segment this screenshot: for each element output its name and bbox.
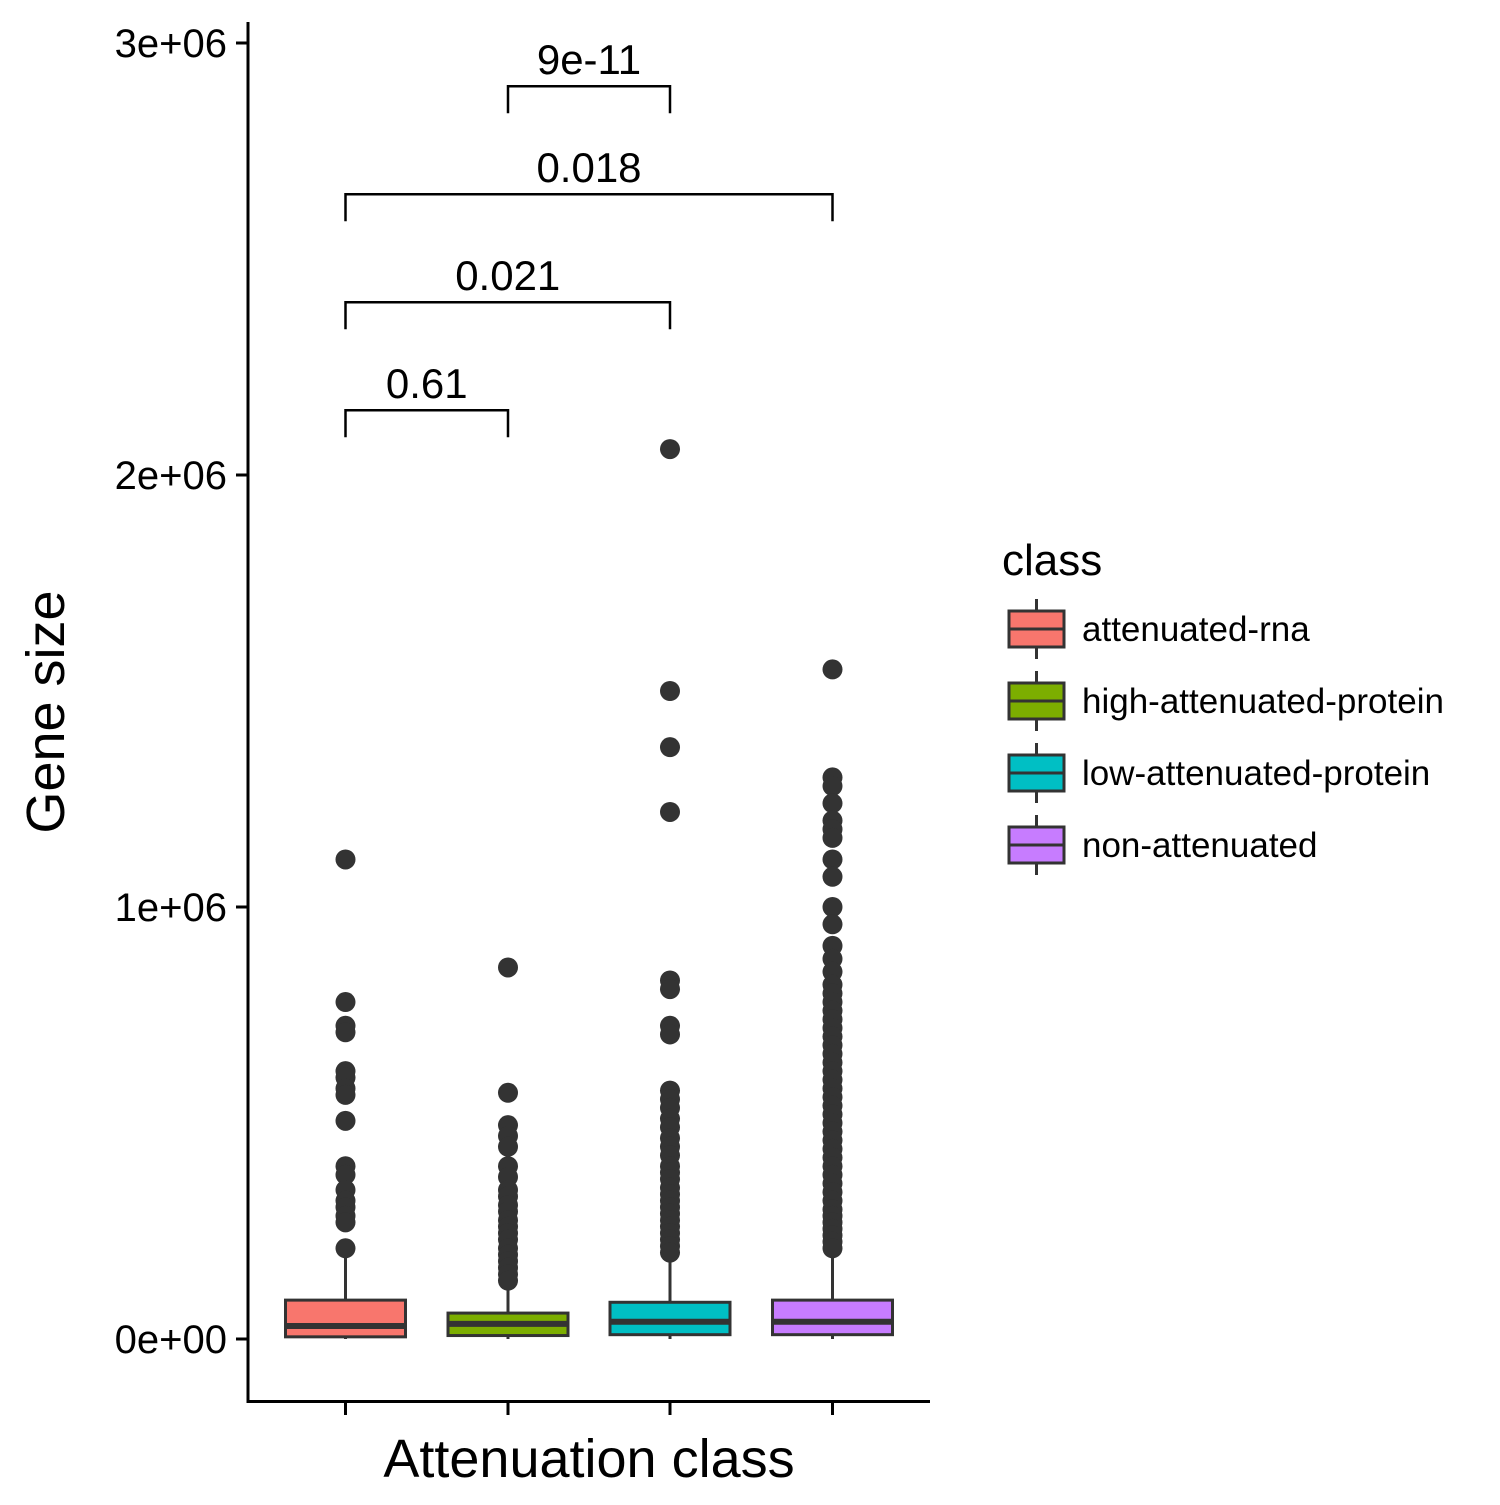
outlier-point xyxy=(822,776,843,797)
y-tick-label: 3e+06 xyxy=(115,22,227,66)
comparison-bracket: 9e-11 xyxy=(506,36,672,114)
p-value-label: 0.018 xyxy=(536,144,641,191)
box-group-low-attenuated-protein xyxy=(608,439,732,1339)
legend-label: low-attenuated-protein xyxy=(1082,754,1430,793)
x-axis-title: Attenuation class xyxy=(383,1429,794,1489)
p-value-label: 0.61 xyxy=(386,360,468,407)
comparison-bracket: 0.021 xyxy=(344,252,672,330)
box-group-non-attenuated xyxy=(771,659,894,1339)
outlier-point xyxy=(498,1136,518,1157)
axes: 0e+00 1e+06 2e+06 3e+06 xyxy=(115,22,930,1415)
legend-item-attenuated-rna: attenuated-rna xyxy=(1007,599,1310,659)
outlier-point xyxy=(660,439,680,460)
outlier-point xyxy=(335,1164,356,1185)
outlier-point xyxy=(822,1238,843,1259)
outlier-point xyxy=(335,992,356,1013)
outlier-point xyxy=(335,1110,356,1131)
outlier-point xyxy=(822,827,843,848)
outlier-point xyxy=(822,793,843,814)
outlier-point xyxy=(822,659,843,680)
box-group-high-attenuated-protein xyxy=(446,957,570,1339)
outlier-point xyxy=(822,866,843,887)
outlier-point xyxy=(335,1084,356,1105)
outlier-point xyxy=(335,1238,356,1259)
legend-title: class xyxy=(1002,536,1102,585)
box xyxy=(284,1298,407,1339)
outlier-point xyxy=(822,849,843,870)
outlier-point xyxy=(335,849,356,870)
bracket-line xyxy=(344,408,510,438)
p-value-label: 9e-11 xyxy=(537,36,641,83)
plot-marks: 0.61 0.021 0.018 9e-11 xyxy=(284,36,894,1339)
bracket-line xyxy=(506,84,672,114)
y-tick-label: 0e+00 xyxy=(115,1318,227,1362)
outlier-point xyxy=(498,957,518,978)
comparison-bracket: 0.61 xyxy=(344,360,510,438)
legend-label: attenuated-rna xyxy=(1082,610,1310,649)
outlier-point xyxy=(660,979,680,1000)
outlier-point xyxy=(660,737,680,758)
legend-label: non-attenuated xyxy=(1082,826,1317,865)
y-tick-label: 1e+06 xyxy=(115,886,227,930)
legend: class attenuated-rna high-attenuated-prot… xyxy=(1002,536,1444,875)
outlier-point xyxy=(498,1270,518,1291)
legend-item-non-attenuated: non-attenuated xyxy=(1007,815,1317,875)
legend-item-high-attenuated-protein: high-attenuated-protein xyxy=(1007,671,1444,731)
p-value-label: 0.021 xyxy=(455,252,560,299)
outlier-point xyxy=(335,1022,356,1043)
comparison-bracket: 0.018 xyxy=(344,144,834,222)
box xyxy=(771,1298,894,1337)
bracket-line xyxy=(344,192,834,222)
outlier-point xyxy=(660,1024,680,1045)
y-axis-title: Gene size xyxy=(16,590,76,833)
outlier-point xyxy=(660,681,680,701)
outlier-point xyxy=(822,914,843,935)
outlier-point xyxy=(822,897,843,917)
legend-label: high-attenuated-protein xyxy=(1082,682,1444,721)
legend-item-low-attenuated-protein: low-attenuated-protein xyxy=(1007,743,1430,803)
bracket-line xyxy=(344,300,672,330)
outlier-point xyxy=(660,1242,680,1263)
box xyxy=(608,1300,732,1337)
outlier-point xyxy=(498,1082,518,1103)
y-tick-label: 2e+06 xyxy=(115,454,227,498)
outlier-point xyxy=(660,801,680,822)
outlier-point xyxy=(335,1212,356,1233)
box-group-attenuated-rna xyxy=(284,849,407,1339)
